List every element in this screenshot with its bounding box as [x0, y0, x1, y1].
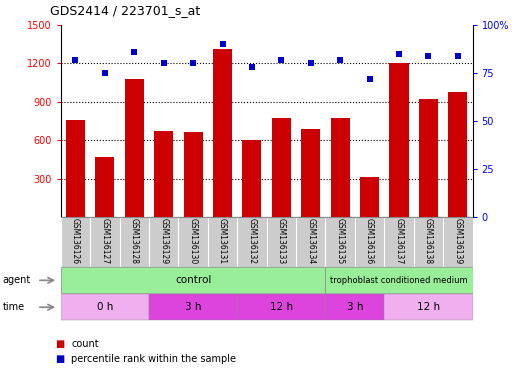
Point	[454, 53, 462, 59]
Bar	[419, 99, 438, 217]
Bar	[184, 132, 203, 217]
Point	[336, 56, 344, 63]
Text: 3 h: 3 h	[347, 302, 363, 312]
Text: GSM136136: GSM136136	[365, 218, 374, 265]
Point	[365, 76, 374, 82]
Point	[218, 41, 227, 47]
Bar	[66, 120, 85, 217]
Point	[71, 56, 80, 63]
Text: GSM136128: GSM136128	[130, 218, 139, 265]
Text: GSM136133: GSM136133	[277, 218, 286, 265]
Bar	[360, 177, 379, 217]
Bar	[448, 92, 467, 217]
Text: control: control	[175, 275, 211, 285]
Text: GSM136135: GSM136135	[336, 218, 345, 265]
Bar	[242, 140, 261, 217]
Text: GSM136126: GSM136126	[71, 218, 80, 265]
Point	[248, 64, 256, 70]
Bar	[125, 79, 144, 217]
Point	[424, 53, 432, 59]
Text: GDS2414 / 223701_s_at: GDS2414 / 223701_s_at	[50, 4, 201, 17]
Bar	[390, 63, 409, 217]
Bar	[237, 294, 325, 320]
Text: GSM136129: GSM136129	[159, 218, 168, 265]
Text: 12 h: 12 h	[270, 302, 293, 312]
Text: GSM136134: GSM136134	[306, 218, 315, 265]
Bar	[272, 118, 291, 217]
Bar	[149, 294, 237, 320]
Point	[277, 56, 286, 63]
Text: GSM136137: GSM136137	[394, 218, 403, 265]
Point	[159, 60, 168, 66]
Bar	[384, 294, 473, 320]
Text: 0 h: 0 h	[97, 302, 113, 312]
Bar	[301, 129, 320, 217]
Bar	[325, 267, 473, 293]
Point	[101, 70, 109, 76]
Text: agent: agent	[3, 275, 31, 285]
Text: ■: ■	[55, 354, 65, 364]
Text: ■: ■	[55, 339, 65, 349]
Text: GSM136132: GSM136132	[248, 218, 257, 265]
Bar	[154, 131, 173, 217]
Text: count: count	[71, 339, 99, 349]
Text: GSM136139: GSM136139	[454, 218, 463, 265]
Text: 3 h: 3 h	[185, 302, 201, 312]
Bar	[331, 118, 350, 217]
Text: GSM136130: GSM136130	[188, 218, 197, 265]
Bar	[325, 294, 384, 320]
Text: GSM136127: GSM136127	[100, 218, 109, 265]
Text: trophoblast conditioned medium: trophoblast conditioned medium	[330, 276, 468, 285]
Point	[395, 51, 403, 57]
Bar	[213, 49, 232, 217]
Text: percentile rank within the sample: percentile rank within the sample	[71, 354, 237, 364]
Point	[189, 60, 197, 66]
Bar	[95, 157, 115, 217]
Text: 12 h: 12 h	[417, 302, 440, 312]
Text: GSM136138: GSM136138	[424, 218, 433, 265]
Text: GSM136131: GSM136131	[218, 218, 227, 265]
Bar	[61, 294, 149, 320]
Point	[307, 60, 315, 66]
Bar	[61, 267, 325, 293]
Text: time: time	[3, 302, 25, 312]
Point	[130, 49, 138, 55]
